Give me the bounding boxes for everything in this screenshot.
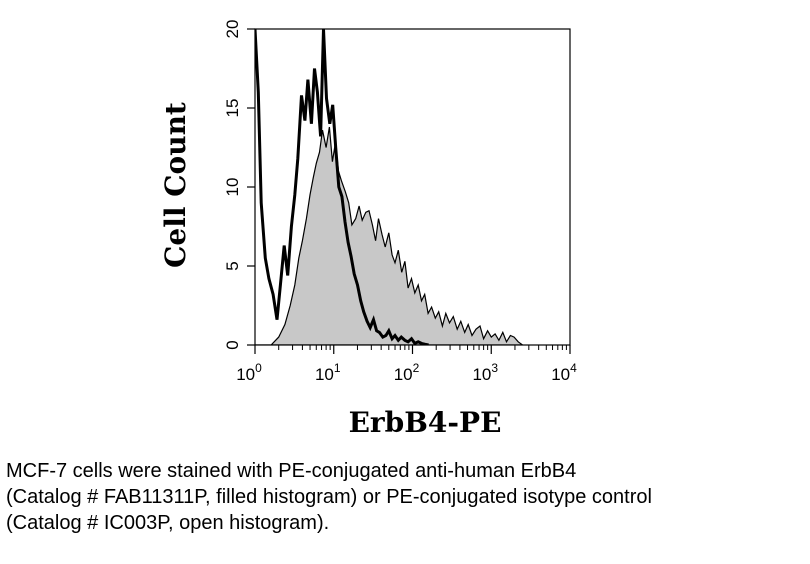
open-histogram-series: [255, 29, 429, 345]
x-tick-label: 102: [394, 361, 420, 384]
caption-line: (Catalog # IC003P, open histogram).: [6, 512, 330, 534]
histogram-chart: 0 5 10 15 20 100 101 102 103 104 Cell Count ErbB4…: [159, 20, 577, 439]
axes: 0 5 10 15 20 100 101 102 103 104: [223, 20, 577, 384]
y-tick-label: 20: [223, 20, 242, 39]
caption-line: (Catalog # FAB11311P, filled histogram) …: [6, 486, 652, 508]
plot-area: [255, 29, 524, 345]
x-tick-label: 101: [315, 361, 341, 384]
x-axis-title: ErbB4-PE: [349, 406, 502, 439]
y-axis-title: Cell Count: [159, 102, 192, 268]
y-tick-label: 0: [223, 340, 242, 349]
y-tick-label: 5: [223, 261, 242, 270]
filled-histogram-series: [255, 126, 524, 345]
figure-caption: MCF-7 cells were stained with PE-conjuga…: [6, 458, 806, 536]
x-tick-label: 104: [551, 361, 577, 384]
x-tick-label: 100: [236, 361, 262, 384]
x-tick-label: 103: [472, 361, 498, 384]
y-tick-label: 10: [223, 178, 242, 197]
caption-line: MCF-7 cells were stained with PE-conjuga…: [6, 460, 577, 482]
y-tick-label: 15: [223, 99, 242, 118]
